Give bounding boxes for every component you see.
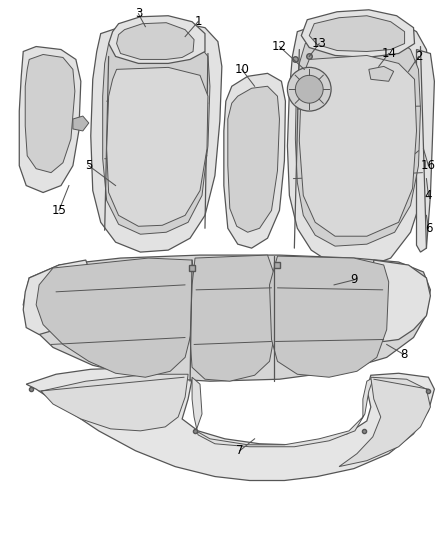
Polygon shape [339,377,431,466]
Circle shape [295,75,323,103]
Text: 2: 2 [415,50,422,63]
Polygon shape [192,377,374,447]
Text: 12: 12 [272,40,287,53]
Polygon shape [109,16,205,63]
Text: 14: 14 [381,47,396,60]
Polygon shape [299,55,417,236]
Text: 5: 5 [85,159,92,172]
Polygon shape [91,22,222,252]
Polygon shape [107,67,208,227]
Polygon shape [26,367,434,481]
Polygon shape [309,16,405,52]
Polygon shape [23,255,431,381]
Text: 1: 1 [194,15,202,28]
Polygon shape [295,30,420,246]
Polygon shape [190,255,275,381]
Polygon shape [367,260,431,342]
Polygon shape [23,260,91,335]
Polygon shape [228,86,279,232]
Text: 6: 6 [425,222,432,235]
Polygon shape [102,34,210,234]
Polygon shape [417,50,434,252]
Text: 4: 4 [425,189,432,202]
Polygon shape [269,256,389,377]
Polygon shape [41,374,188,431]
Text: 7: 7 [236,444,244,457]
Text: 3: 3 [135,7,142,20]
Polygon shape [19,46,81,192]
Polygon shape [287,18,431,268]
Text: 9: 9 [350,273,358,286]
Circle shape [287,67,331,111]
Polygon shape [25,54,75,173]
Polygon shape [117,23,194,60]
Polygon shape [73,116,89,131]
Text: 8: 8 [400,348,407,361]
Polygon shape [369,67,394,82]
Text: 16: 16 [421,159,436,172]
Text: 13: 13 [312,37,327,50]
Polygon shape [36,258,195,377]
Text: 10: 10 [234,63,249,76]
Polygon shape [301,10,414,58]
Polygon shape [224,74,286,248]
Text: 15: 15 [52,204,67,217]
